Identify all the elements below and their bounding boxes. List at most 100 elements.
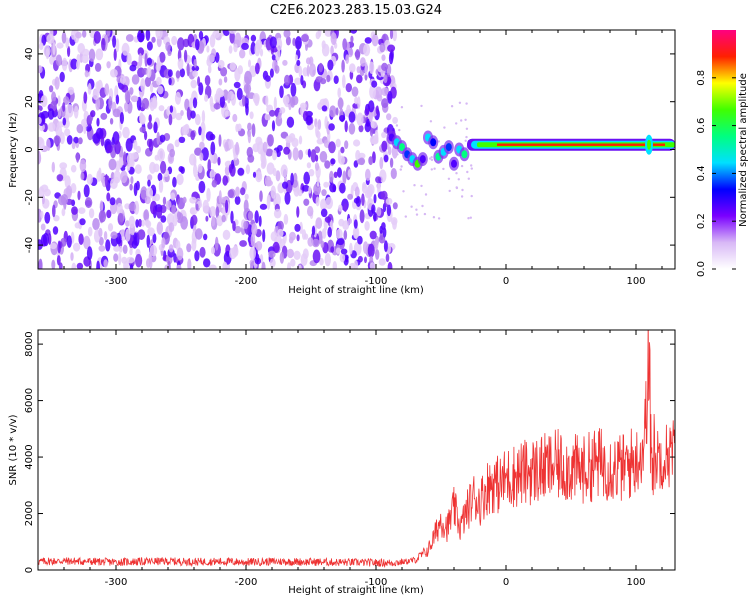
noise-blob [144, 196, 151, 205]
noise-blob [62, 102, 66, 112]
noise-blob [333, 171, 338, 178]
noise-blob [77, 190, 81, 201]
noise-blob [115, 38, 120, 53]
noise-blob [88, 48, 96, 62]
noise-blob [78, 137, 83, 145]
noise-blob [168, 77, 172, 86]
noise-blob [276, 150, 281, 158]
noise-blob [235, 141, 240, 156]
noise-blob [235, 186, 240, 197]
colorbar: 0.0 0.2 0.4 0.6 0.8 Normalized spectral ampl… [696, 30, 749, 277]
noise-blob [41, 34, 47, 46]
noise-blob [148, 252, 153, 265]
noise-blob [255, 62, 260, 75]
noise-blob [313, 183, 321, 196]
noise-blob [86, 246, 93, 261]
stray-dot [460, 195, 464, 198]
noise-blob [350, 35, 354, 43]
noise-blob [252, 171, 257, 178]
noise-blob [339, 115, 346, 122]
noise-blob [96, 260, 100, 269]
noise-blob [136, 145, 141, 154]
noise-blob [209, 169, 216, 178]
noise-blob [328, 141, 336, 154]
noise-blob [374, 129, 379, 141]
noise-blob [199, 141, 205, 150]
noise-blob [254, 257, 261, 265]
x-tick-label: -200 [235, 577, 258, 588]
noise-blob [375, 176, 382, 184]
noise-blob [66, 135, 73, 145]
noise-blob [290, 172, 294, 186]
noise-blob [271, 54, 276, 61]
noise-blob [318, 30, 322, 38]
noise-blob [308, 186, 312, 194]
noise-blob [380, 190, 388, 200]
noise-blob [195, 203, 199, 211]
noise-blob [320, 78, 327, 85]
noise-blob [129, 87, 134, 95]
stray-dot [433, 167, 436, 170]
signal-band-peak [497, 143, 665, 146]
noise-blob [73, 136, 79, 144]
transition-blob [451, 159, 457, 168]
noise-blob [138, 218, 142, 228]
noise-blob [266, 162, 275, 175]
stray-dot [455, 122, 458, 125]
noise-blob [122, 244, 128, 254]
noise-blob [108, 158, 117, 171]
stray-dot [430, 156, 433, 159]
y-tick-label: 0 [24, 146, 35, 152]
noise-blob [119, 112, 124, 124]
x-tick-label: 100 [626, 276, 645, 287]
noise-blob [329, 105, 337, 118]
noise-blob [65, 37, 70, 49]
noise-blob [92, 89, 100, 101]
noise-blob [190, 214, 198, 226]
noise-blob [118, 157, 124, 168]
noise-blob [265, 95, 269, 107]
noise-blob [217, 59, 225, 69]
noise-blob [194, 113, 201, 126]
noise-blob [356, 158, 365, 165]
noise-blob [79, 218, 86, 226]
noise-blob [216, 215, 224, 227]
noise-blob [197, 163, 203, 174]
noise-blob [144, 76, 151, 88]
noise-blob [228, 139, 234, 150]
noise-blob [227, 189, 234, 198]
noise-blob [181, 124, 190, 136]
snr-background [38, 330, 675, 570]
noise-blob [319, 257, 324, 266]
noise-blob [114, 140, 121, 155]
x-tick-label: -300 [105, 276, 128, 287]
colorbar-tick-label: 0.2 [696, 213, 707, 229]
noise-blob [273, 96, 277, 111]
noise-blob [126, 163, 131, 171]
noise-blob [106, 209, 112, 219]
noise-blob [251, 223, 258, 236]
noise-blob [118, 252, 122, 266]
noise-blob [168, 113, 173, 126]
stray-dot [450, 105, 454, 108]
signal-spike-core [647, 139, 651, 150]
noise-blob [285, 135, 293, 144]
noise-blob [345, 54, 350, 64]
noise-blob [269, 109, 276, 117]
noise-blob [392, 30, 397, 42]
noise-blob [126, 52, 132, 66]
noise-blob [52, 204, 56, 218]
noise-blob [237, 167, 245, 176]
noise-blob [177, 37, 185, 51]
noise-blob [229, 247, 237, 260]
noise-blob [92, 133, 101, 144]
stray-dot [455, 172, 458, 175]
noise-blob [375, 249, 380, 260]
noise-blob [112, 108, 121, 118]
noise-blob [354, 96, 359, 105]
noise-blob [156, 206, 163, 219]
noise-blob [357, 152, 366, 160]
noise-blob [392, 219, 397, 230]
